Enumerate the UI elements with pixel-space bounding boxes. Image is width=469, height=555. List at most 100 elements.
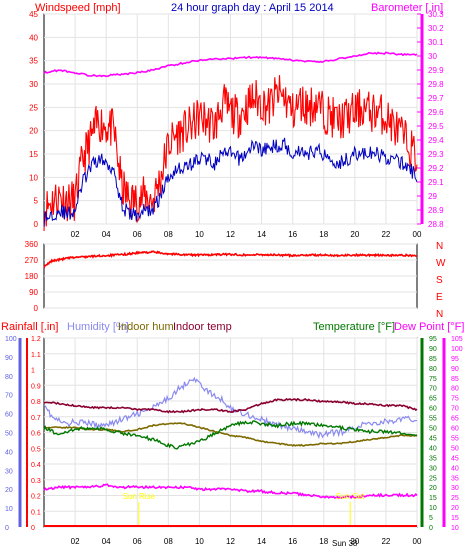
rainfall-tick-label: 0.1 xyxy=(31,509,41,516)
rainfall-tick-label: 0.7 xyxy=(31,415,41,422)
wind-x-tick-label: 20 xyxy=(350,230,359,239)
barometer-tick-label: 29.9 xyxy=(428,66,444,75)
compass-label: N xyxy=(436,241,443,252)
rainfall-tick-label: 0.5 xyxy=(31,446,41,453)
dew-point-tick-label: 85 xyxy=(451,376,459,383)
dew-point-tick-label: 25 xyxy=(451,495,459,502)
dew-point-tick-label: 50 xyxy=(451,445,459,452)
windspeed-tick-label: 5 xyxy=(34,197,39,206)
rainfall-tick-label: 1 xyxy=(31,368,35,375)
dew-point-tick-label: 75 xyxy=(451,396,459,403)
sun-event-label: Sun Rise xyxy=(123,492,156,501)
temperature-tick-label: 10 xyxy=(429,505,437,512)
windspeed-tick-label: 10 xyxy=(29,173,38,182)
dew-point-tick-label: 40 xyxy=(451,465,459,472)
temperature-tick-label: 55 xyxy=(429,416,437,423)
barometer-tick-label: 30.1 xyxy=(428,38,444,47)
windspeed-tick-label: 30 xyxy=(29,80,38,89)
series-layer xyxy=(43,51,418,527)
grid-lines xyxy=(44,13,418,528)
humidity-tick-label: 50 xyxy=(5,431,13,438)
climate-x-tick-label: 00 xyxy=(413,537,422,546)
barometer-tick-label: 29.5 xyxy=(428,122,444,131)
windspeed-tick-label: 45 xyxy=(29,10,38,19)
humidity-axis-label: Humidity [%] xyxy=(67,321,129,333)
windspeed-tick-label: 40 xyxy=(29,33,38,42)
windspeed-tick-label: 35 xyxy=(29,57,38,66)
barometer-tick-label: 28.8 xyxy=(428,220,444,229)
climate-x-tick-label: 02 xyxy=(71,537,80,546)
climate-x-tick-label: 14 xyxy=(257,537,266,546)
rainfall-tick-label: 0 xyxy=(31,525,35,532)
temperature-tick-label: 75 xyxy=(429,376,437,383)
humidity-tick-label: 30 xyxy=(5,468,13,475)
climate-x-tick-label: 12 xyxy=(226,537,235,546)
dew-point-tick-label: 70 xyxy=(451,406,459,413)
compass-label: S xyxy=(436,275,443,286)
tick-labels: 05101520253035404528.828.92929.129.229.3… xyxy=(5,10,463,546)
direction-tick-label: 180 xyxy=(25,272,39,281)
climate-x-tick-label: 06 xyxy=(133,537,142,546)
wind-x-tick-label: 14 xyxy=(257,230,266,239)
windspeed-axis-label: Windspeed [mph] xyxy=(35,2,121,14)
temperature-tick-label: 60 xyxy=(429,406,437,413)
rainfall-tick-label: 0.4 xyxy=(31,462,41,469)
wind-x-tick-label: 18 xyxy=(319,230,328,239)
rainfall-tick-label: 1.2 xyxy=(31,336,41,343)
dew-point-tick-label: 65 xyxy=(451,416,459,423)
wind-x-tick-label: 08 xyxy=(164,230,173,239)
wind-x-tick-label: 22 xyxy=(381,230,390,239)
temperature-tick-label: 15 xyxy=(429,495,437,502)
dew-point-tick-label: 15 xyxy=(451,515,459,522)
footer-label: Sun 38 xyxy=(332,539,358,548)
temperature-tick-label: 25 xyxy=(429,475,437,482)
humidity-tick-label: 100 xyxy=(5,336,17,343)
dew-point-tick-label: 10 xyxy=(451,525,459,532)
wind-direction-line xyxy=(43,250,418,269)
dew-point-tick-label: 105 xyxy=(451,336,463,343)
barometer-line xyxy=(43,51,418,78)
compass-label: W xyxy=(436,258,446,269)
direction-tick-label: 90 xyxy=(29,288,38,297)
direction-tick-label: 270 xyxy=(25,256,39,265)
barometer-tick-label: 29.6 xyxy=(428,108,444,117)
climate-x-tick-label: 04 xyxy=(102,537,111,546)
wind-x-tick-label: 16 xyxy=(288,230,297,239)
rainfall-tick-label: 1.1 xyxy=(31,352,41,359)
barometer-tick-label: 29.3 xyxy=(428,150,444,159)
dew-point-tick-label: 55 xyxy=(451,435,459,442)
barometer-tick-label: 29.1 xyxy=(428,178,444,187)
dew-point-tick-label: 95 xyxy=(451,356,459,363)
rainfall-tick-label: 0.8 xyxy=(31,399,41,406)
wind-x-tick-label: 06 xyxy=(133,230,142,239)
humidity-tick-label: 20 xyxy=(5,487,13,494)
temperature-tick-label: 45 xyxy=(429,435,437,442)
dew-point-tick-label: 20 xyxy=(451,505,459,512)
windspeed-tick-label: 0 xyxy=(34,220,39,229)
rainfall-tick-label: 0.6 xyxy=(31,431,41,438)
barometer-tick-label: 29.7 xyxy=(428,94,444,103)
temperature-tick-label: 80 xyxy=(429,366,437,373)
windspeed-tick-label: 15 xyxy=(29,150,38,159)
barometer-tick-label: 29 xyxy=(428,192,437,201)
barometer-tick-label: 29.2 xyxy=(428,164,444,173)
temperature-axis-label: Temperature [°F] xyxy=(313,321,395,333)
barometer-axis-label: Barometer [.in] xyxy=(371,2,443,14)
chart-title: 24 hour graph day : April 15 2014 xyxy=(171,2,334,14)
windspeed-average-line xyxy=(43,137,418,227)
dew-point-line xyxy=(43,483,418,500)
barometer-tick-label: 29.4 xyxy=(428,136,444,145)
temperature-tick-label: 0 xyxy=(429,525,433,532)
rainfall-tick-label: 0.3 xyxy=(31,478,41,485)
temperature-tick-label: 35 xyxy=(429,455,437,462)
barometer-tick-label: 30 xyxy=(428,52,437,61)
dew-point-tick-label: 90 xyxy=(451,366,459,373)
temperature-tick-label: 65 xyxy=(429,396,437,403)
climate-x-tick-label: 18 xyxy=(319,537,328,546)
compass-label: N xyxy=(436,309,443,320)
windspeed-tick-label: 25 xyxy=(29,103,38,112)
rainfall-axis-label: Rainfall [.in] xyxy=(1,321,58,333)
dew-point-tick-label: 60 xyxy=(451,426,459,433)
